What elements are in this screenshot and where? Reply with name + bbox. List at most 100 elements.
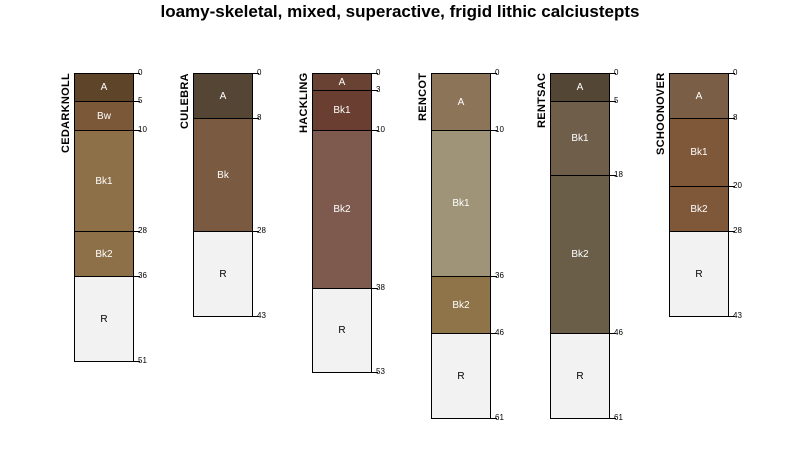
depth-tick	[729, 316, 735, 317]
profile-name: RENTSAC	[536, 72, 548, 128]
horizon-a: A	[312, 73, 372, 91]
horizon-label: Bk2	[690, 203, 708, 215]
depth-label: 51	[138, 356, 147, 365]
horizon-a: A	[193, 73, 253, 119]
horizon-label: R	[695, 268, 703, 280]
horizon-a: A	[74, 73, 134, 102]
depth-tick	[253, 316, 259, 317]
depth-tick	[372, 73, 378, 74]
depth-label: 8	[257, 113, 262, 122]
depth-label: 61	[614, 413, 623, 422]
depth-label: 10	[495, 125, 504, 134]
horizon-bk2: Bk2	[312, 130, 372, 289]
depth-tick	[253, 73, 259, 74]
horizon-bk1: Bk1	[550, 101, 610, 176]
horizon-r: R	[431, 333, 491, 419]
horizon-label: Bk1	[571, 133, 589, 144]
depth-tick	[372, 288, 378, 289]
horizon-bk1: Bk1	[74, 130, 134, 232]
horizon-bk2: Bk2	[431, 276, 491, 334]
horizon-label: A	[338, 76, 346, 88]
depth-label: 46	[614, 328, 623, 337]
depth-tick	[491, 418, 497, 419]
horizon-a: A	[431, 73, 491, 131]
depth-tick	[491, 276, 497, 277]
horizon-label: Bk1	[452, 198, 470, 209]
depth-label: 0	[257, 68, 262, 77]
horizon-r: R	[193, 231, 253, 317]
depth-label: 28	[733, 226, 742, 235]
depth-tick	[610, 101, 616, 102]
depth-tick	[491, 333, 497, 334]
horizon-label: R	[576, 370, 584, 382]
depth-tick	[134, 276, 140, 277]
depth-tick	[610, 175, 616, 176]
horizon-label: Bk	[217, 169, 229, 181]
depth-label: 5	[614, 96, 619, 105]
depth-tick	[491, 73, 497, 74]
depth-tick	[729, 118, 735, 119]
depth-tick	[134, 73, 140, 74]
depth-label: 43	[733, 311, 742, 320]
depth-label: 46	[495, 328, 504, 337]
depth-label: 38	[376, 283, 385, 292]
horizon-bw: Bw	[74, 101, 134, 131]
depth-label: 36	[495, 271, 504, 280]
horizon-label: Bk2	[571, 249, 589, 260]
profile-name: CEDARKNOLL	[60, 73, 72, 153]
horizon-r: R	[312, 288, 372, 373]
depth-label: 28	[138, 226, 147, 235]
depth-label: 61	[495, 413, 504, 422]
horizon-bk1: Bk1	[431, 130, 491, 277]
profile-name: HACKLING	[298, 72, 310, 133]
horizon-bk1: Bk1	[669, 118, 729, 187]
horizon-label: A	[576, 82, 584, 93]
horizon-bk2: Bk2	[550, 175, 610, 334]
depth-label: 8	[733, 113, 738, 122]
depth-label: 53	[376, 367, 385, 376]
depth-label: 36	[138, 271, 147, 280]
horizon-label: A	[695, 90, 703, 102]
profile-name: RENCOT	[417, 72, 429, 121]
horizon-label: R	[100, 313, 108, 325]
horizon-bk1: Bk1	[312, 90, 372, 131]
horizon-label: Bk1	[333, 105, 351, 116]
horizon-bk2: Bk2	[669, 186, 729, 232]
horizon-label: Bk2	[95, 248, 113, 260]
depth-label: 43	[257, 311, 266, 320]
depth-tick	[610, 418, 616, 419]
horizon-label: A	[100, 82, 108, 93]
horizon-label: Bk2	[333, 204, 351, 215]
depth-label: 0	[733, 68, 738, 77]
depth-tick	[372, 90, 378, 91]
horizon-label: Bk2	[452, 299, 470, 311]
depth-tick	[729, 73, 735, 74]
depth-tick	[729, 231, 735, 232]
depth-tick	[134, 231, 140, 232]
depth-tick	[134, 130, 140, 131]
depth-tick	[134, 361, 140, 362]
depth-tick	[134, 101, 140, 102]
horizon-label: R	[457, 370, 465, 382]
horizon-a: A	[669, 73, 729, 119]
horizon-r: R	[550, 333, 610, 419]
horizon-bk: Bk	[193, 118, 253, 232]
depth-tick	[610, 73, 616, 74]
depth-tick	[372, 372, 378, 373]
horizon-label: A	[457, 96, 465, 108]
depth-tick	[729, 186, 735, 187]
depth-tick	[491, 130, 497, 131]
depth-label: 10	[138, 125, 147, 134]
horizon-a: A	[550, 73, 610, 102]
horizon-label: Bw	[97, 110, 111, 122]
horizon-label: Bk1	[690, 147, 708, 158]
depth-tick	[253, 118, 259, 119]
profile-name: SCHOONOVER	[655, 72, 667, 155]
depth-label: 5	[138, 96, 143, 105]
depth-tick	[372, 130, 378, 131]
depth-label: 28	[257, 226, 266, 235]
horizon-label: A	[219, 90, 227, 102]
profile-name: CULEBRA	[179, 73, 191, 129]
depth-label: 0	[376, 68, 381, 77]
